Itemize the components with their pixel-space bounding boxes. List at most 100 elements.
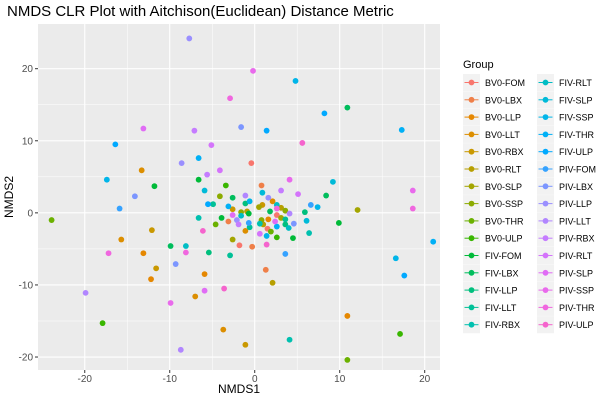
data-point xyxy=(118,236,125,243)
data-point xyxy=(301,209,308,216)
legend: Group BV0-FOM BV0-LBX BV0-LLP BV0-LLT BV0-RB… xyxy=(463,59,596,334)
data-point xyxy=(222,182,229,189)
data-point xyxy=(258,182,265,189)
legend-label: FIV-ULP xyxy=(559,147,593,157)
data-point xyxy=(256,204,262,210)
data-point xyxy=(265,216,272,223)
axes: -20 -10 0 10 20 -20 -10 0 10 20 xyxy=(19,64,431,385)
data-point xyxy=(140,125,147,132)
data-point xyxy=(220,326,227,333)
data-point xyxy=(263,233,270,239)
data-point xyxy=(242,341,249,348)
x-tick-label: -10 xyxy=(163,374,178,385)
legend-label: BV0-SLP xyxy=(485,182,522,192)
data-point xyxy=(354,207,361,213)
legend-key-point xyxy=(468,269,475,276)
legend-label: PIV-LLP xyxy=(559,199,592,209)
data-point xyxy=(259,189,266,196)
legend-item: PIV-ULP xyxy=(537,316,594,334)
data-point xyxy=(273,212,280,218)
data-point xyxy=(269,279,276,286)
legend-label: PIV-THR xyxy=(559,303,595,313)
data-point xyxy=(397,331,403,337)
data-point xyxy=(199,227,206,234)
legend-label: BV0-ULP xyxy=(485,234,523,244)
data-point xyxy=(267,228,274,235)
x-tick-label: 0 xyxy=(252,374,258,385)
data-point xyxy=(227,95,233,102)
legend-key-point xyxy=(542,166,549,172)
legend-key-point xyxy=(542,114,549,120)
y-tick-label: -20 xyxy=(19,353,34,364)
data-point xyxy=(229,212,236,218)
data-point xyxy=(278,187,284,194)
data-point xyxy=(392,255,399,262)
data-point xyxy=(195,215,202,221)
legend-label: FIV-RLT xyxy=(559,78,592,88)
chart-title: NMDS CLR Plot with Aitchison(Euclidean) … xyxy=(7,3,394,20)
x-axis-label: NMDS1 xyxy=(218,382,260,396)
data-point xyxy=(82,289,89,296)
legend-key-point xyxy=(542,287,549,293)
data-point xyxy=(286,336,293,343)
legend-key-point xyxy=(468,218,475,224)
data-point xyxy=(344,104,351,111)
y-tick-label: 10 xyxy=(22,136,34,147)
legend-label: FIV-THR xyxy=(559,130,594,140)
legend-key-point xyxy=(468,287,475,293)
data-point xyxy=(273,223,280,230)
data-point xyxy=(205,249,212,256)
legend-item: PIV-LLT xyxy=(537,212,591,230)
data-point xyxy=(210,201,216,208)
data-point xyxy=(208,142,215,149)
legend-key-point xyxy=(542,321,549,328)
data-point xyxy=(248,160,255,167)
data-point xyxy=(286,176,293,183)
data-point xyxy=(238,124,245,130)
data-point xyxy=(290,235,296,241)
data-point xyxy=(236,242,243,249)
data-point xyxy=(138,167,145,174)
legend-label: FIV-SSP xyxy=(559,113,594,123)
data-point xyxy=(299,140,306,146)
legend-key-point xyxy=(542,304,549,311)
legend-label: PIV-ULP xyxy=(559,320,594,330)
legend-item: FIV-RBX xyxy=(463,316,520,334)
data-point xyxy=(401,272,408,279)
legend-label: PIV-LLT xyxy=(559,216,591,226)
legend-label: PIV-SLP xyxy=(559,268,593,278)
legend-label: BV0-LLP xyxy=(485,113,521,123)
legend-key-point xyxy=(542,96,549,103)
legend-label: BV0-LBX xyxy=(485,95,522,105)
data-point xyxy=(182,243,189,249)
data-point xyxy=(167,243,174,249)
legend-item: PIV-THR xyxy=(537,298,595,316)
plot-panel xyxy=(38,24,440,370)
legend-label: FIV-LBX xyxy=(485,268,519,278)
data-point xyxy=(148,276,154,283)
data-point xyxy=(344,313,351,319)
data-point xyxy=(265,194,272,201)
y-axis-label: NMDS2 xyxy=(2,176,16,218)
data-point xyxy=(430,238,437,245)
data-point xyxy=(227,252,233,259)
legend-item: FIV-LLP xyxy=(463,281,518,299)
data-point xyxy=(245,210,252,217)
data-point xyxy=(272,218,279,225)
data-point xyxy=(172,261,179,267)
data-point xyxy=(204,171,211,178)
legend-item: FIV-ULP xyxy=(537,143,593,161)
data-point xyxy=(282,221,289,228)
legend-item: PIV-LLP xyxy=(537,195,592,213)
data-point xyxy=(290,220,297,227)
data-point xyxy=(273,234,280,241)
data-point xyxy=(249,243,256,250)
x-tick-label: 10 xyxy=(334,374,346,385)
legend-key-point xyxy=(542,131,549,138)
legend-item: BV0-RLT xyxy=(463,160,522,178)
data-point xyxy=(201,187,208,194)
legend-item: PIV-FOM xyxy=(537,160,596,178)
data-point xyxy=(225,203,232,210)
legend-label: PIV-RLT xyxy=(559,251,593,261)
